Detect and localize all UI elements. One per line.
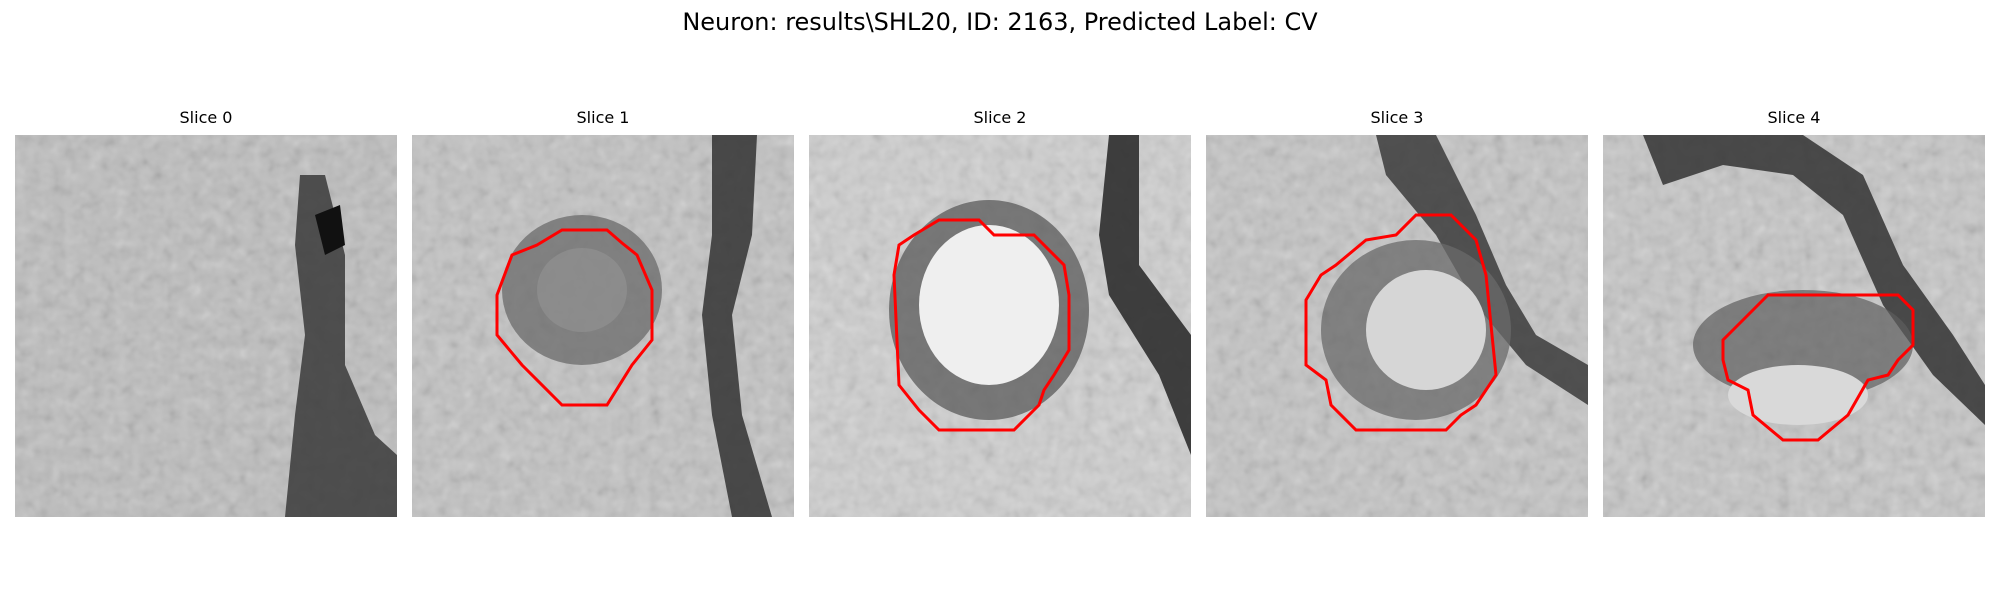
slice-4-title: Slice 4 xyxy=(1767,108,1821,127)
slice-3-contour xyxy=(1304,213,1498,432)
figure-title: Neuron: results\SHL20, ID: 2163, Predict… xyxy=(682,8,1318,36)
slice-1-title: Slice 1 xyxy=(576,108,630,127)
slice-4-image xyxy=(1603,135,1985,517)
slice-1-image xyxy=(412,135,794,517)
slice-3-title: Slice 3 xyxy=(1370,108,1424,127)
slice-2-title: Slice 2 xyxy=(973,108,1027,127)
slice-0-title: Slice 0 xyxy=(179,108,233,127)
slice-0-image xyxy=(15,135,397,517)
slice-2-image xyxy=(809,135,1191,517)
slice-3-image xyxy=(1206,135,1588,517)
slice-4-contour xyxy=(1721,293,1915,442)
slice-2-contour xyxy=(892,218,1071,432)
slice-1-contour xyxy=(495,228,654,407)
